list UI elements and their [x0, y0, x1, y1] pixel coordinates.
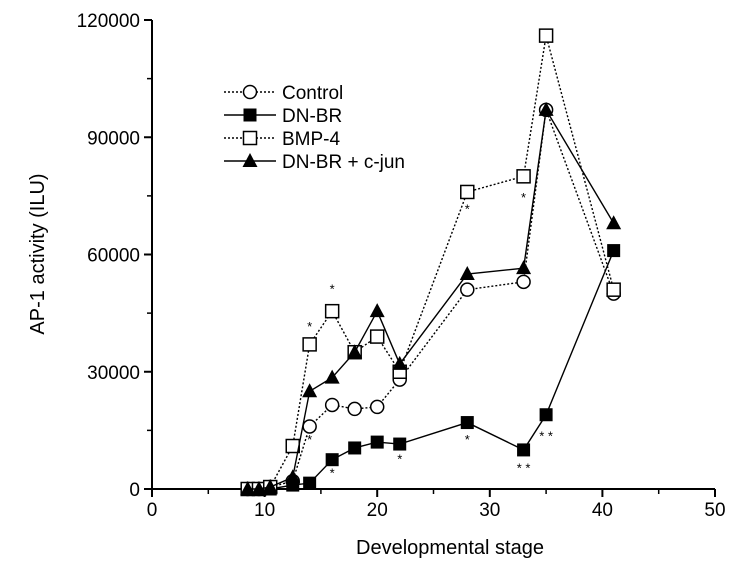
data-point-dn-br-c-jun [516, 260, 532, 275]
data-point-control [369, 399, 385, 415]
legend-label: Control [282, 83, 343, 104]
data-point-dn-br [460, 416, 474, 430]
data-point-dn-br [303, 476, 317, 490]
data-point-control [302, 419, 317, 434]
significance-asterisk: * [307, 432, 312, 447]
legend-entry-dn-br: DN-BR [224, 106, 342, 127]
x-tick-label: 30 [479, 500, 500, 521]
data-point-dn-br-c-jun [302, 383, 318, 398]
legend-marker [243, 108, 257, 122]
y-axis-label: AP-1 activity (ILU) [27, 173, 49, 334]
x-tick-label: 50 [704, 500, 725, 521]
data-point-dn-br-c-jun [538, 101, 554, 116]
data-point-bmp-4 [460, 184, 475, 200]
data-point-dn-br-c-jun [347, 344, 363, 359]
data-point-dn-br-c-jun [251, 481, 267, 495]
data-point-control [516, 274, 531, 290]
data-point-dn-br [607, 244, 621, 258]
significance-asterisk: * [465, 432, 470, 447]
legend-entry-bmp-4: BMP-4 [224, 129, 341, 150]
significance-asterisk: * [330, 465, 335, 480]
data-point-bmp-4 [369, 329, 385, 344]
y-tick-label: 90000 [87, 128, 140, 149]
series-dn-br-c-jun [240, 101, 622, 495]
legend-label: DN-BR + c-jun [282, 152, 405, 173]
significance-asterisk: * [330, 282, 335, 297]
data-point-bmp-4 [606, 282, 621, 297]
data-point-dn-br-c-jun [459, 266, 475, 281]
legend-label: BMP-4 [282, 129, 341, 150]
significance-asterisk: * [307, 319, 312, 334]
data-point-dn-br-c-jun [324, 369, 340, 384]
axes [151, 20, 715, 490]
data-point-dn-br-c-jun [369, 303, 385, 318]
data-point-control [460, 282, 475, 297]
legend-marker [242, 84, 258, 100]
legend-entry-dn-br-c-jun: DN-BR + c-jun [224, 152, 405, 173]
data-point-bmp-4 [302, 337, 317, 352]
legend-entry-control: Control [224, 83, 343, 104]
data-point-bmp-4 [516, 169, 531, 184]
data-point-dn-br [517, 443, 531, 457]
legend-marker [242, 130, 258, 146]
data-point-dn-br-c-jun [285, 469, 301, 484]
data-point-dn-br-c-jun [262, 479, 278, 494]
y-tick-label: 30000 [87, 363, 140, 384]
data-point-control [324, 397, 340, 413]
data-point-dn-br [539, 408, 553, 422]
significance-asterisk: * [465, 202, 470, 217]
data-point-dn-br-c-jun [606, 215, 622, 230]
x-tick-label: 40 [592, 500, 613, 521]
legend-label: DN-BR [282, 106, 342, 127]
y-tick-label: 60000 [87, 246, 140, 267]
x-ticks: 0 10 20 30 40 50 [147, 489, 726, 521]
significance-asterisk: * [521, 190, 526, 205]
data-point-dn-br-c-jun [392, 355, 408, 370]
data-point-bmp-4 [538, 28, 554, 43]
data-point-dn-br [348, 441, 362, 455]
series-line-dn-br [247, 250, 615, 490]
y-ticks: 0 30000 60000 90000 120000 [77, 11, 152, 501]
legend-marker [242, 153, 258, 167]
y-tick-label: 0 [129, 480, 140, 501]
data-point-bmp-4 [324, 303, 340, 319]
significance-markers: * * * * * * * * * * * * [307, 190, 553, 481]
significance-asterisk: * * [517, 460, 531, 475]
x-axis-label: Developmental stage [356, 537, 544, 559]
data-point-dn-br [370, 435, 384, 449]
x-tick-label: 10 [254, 500, 275, 521]
series-layer [240, 28, 622, 497]
data-point-control [347, 401, 362, 417]
series-dn-br [241, 244, 621, 496]
data-point-dn-br-c-jun [240, 481, 256, 495]
significance-asterisk: * * [539, 428, 553, 443]
y-tick-label: 120000 [77, 11, 140, 32]
significance-asterisk: * [397, 452, 402, 467]
data-point-dn-br [393, 437, 407, 451]
x-tick-label: 0 [147, 500, 158, 521]
x-tick-label: 20 [367, 500, 388, 521]
data-point-dn-br [325, 453, 339, 467]
